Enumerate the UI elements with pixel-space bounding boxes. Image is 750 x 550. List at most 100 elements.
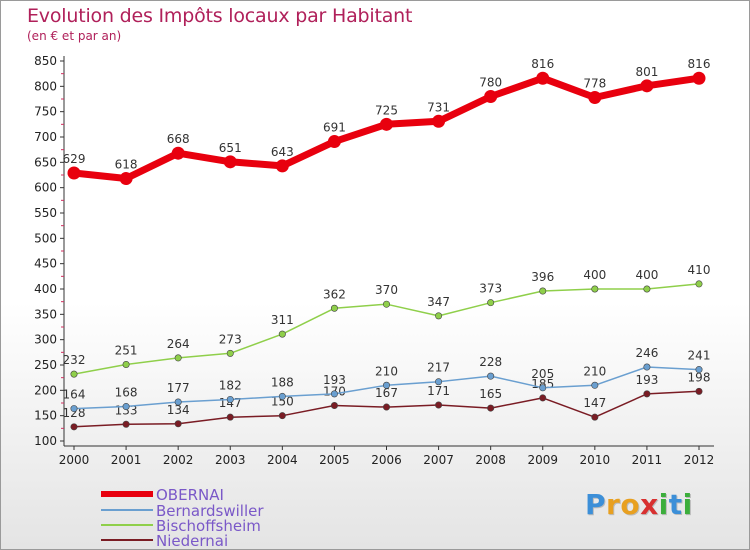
data-label-obernai: 725 <box>375 103 398 117</box>
data-point-bernardswiller <box>278 392 286 400</box>
data-point-bischoffsheim <box>382 300 390 308</box>
data-point-bischoffsheim <box>487 299 495 307</box>
logo-letter: i <box>682 488 693 521</box>
data-point-obernai <box>692 71 706 85</box>
y-tick-label: 350 <box>34 307 57 321</box>
data-point-obernai <box>536 71 550 85</box>
legend-label-bischoffsheim: Bischoffsheim <box>156 517 261 535</box>
logo-letter: r <box>606 488 621 521</box>
x-tick-label: 2001 <box>111 453 142 467</box>
data-label-obernai: 801 <box>635 65 658 79</box>
logo-letter: i <box>658 488 669 521</box>
data-point-bernardswiller <box>643 363 651 371</box>
legend-swatch-bischoffsheim <box>101 524 153 526</box>
data-label-obernai: 651 <box>219 141 242 155</box>
data-label-niedernai: 128 <box>63 406 86 420</box>
data-point-bernardswiller <box>435 378 443 386</box>
data-label-bischoffsheim: 273 <box>219 332 242 346</box>
data-label-bischoffsheim: 400 <box>583 268 606 282</box>
x-tick-label: 2005 <box>319 453 350 467</box>
data-label-bernardswiller: 193 <box>323 373 346 387</box>
data-point-niedernai <box>695 387 703 395</box>
x-tick-label: 2006 <box>371 453 402 467</box>
data-label-niedernai: 150 <box>271 395 294 409</box>
x-tick-label: 2003 <box>215 453 246 467</box>
y-tick-label: 850 <box>34 54 57 68</box>
data-point-niedernai <box>435 401 443 409</box>
data-label-obernai: 816 <box>688 57 711 71</box>
data-label-obernai: 780 <box>479 75 502 89</box>
data-label-obernai: 629 <box>63 152 86 166</box>
data-label-obernai: 643 <box>271 145 294 159</box>
data-label-bernardswiller: 241 <box>688 349 711 363</box>
data-point-bischoffsheim <box>122 360 130 368</box>
data-label-bernardswiller: 210 <box>375 364 398 378</box>
data-point-bischoffsheim <box>643 285 651 293</box>
data-point-obernai <box>275 159 289 173</box>
data-point-niedernai <box>70 423 78 431</box>
data-point-bischoffsheim <box>330 304 338 312</box>
x-tick-label: 2000 <box>59 453 90 467</box>
data-point-bernardswiller <box>695 366 703 374</box>
logo-letter: o <box>620 488 641 521</box>
data-point-bischoffsheim <box>591 285 599 293</box>
legend-swatch-obernai <box>101 491 153 497</box>
data-point-bischoffsheim <box>174 354 182 362</box>
data-point-obernai <box>171 146 185 160</box>
y-tick-label: 750 <box>34 105 57 119</box>
data-point-obernai <box>119 172 133 186</box>
data-point-obernai <box>380 117 393 131</box>
legend-label-bernardswiller: Bernardswiller <box>156 502 264 520</box>
x-tick-label: 2002 <box>163 453 194 467</box>
data-label-bernardswiller: 205 <box>531 367 554 381</box>
x-tick-label: 2012 <box>684 453 715 467</box>
data-point-obernai <box>327 135 341 149</box>
data-point-niedernai <box>382 403 390 411</box>
data-label-bischoffsheim: 347 <box>427 295 450 309</box>
data-point-bischoffsheim <box>435 312 443 320</box>
data-label-obernai: 778 <box>583 76 606 90</box>
y-tick-label: 200 <box>34 383 57 397</box>
proxiti-logo: Proxiti <box>585 488 693 521</box>
x-tick-label: 2007 <box>423 453 454 467</box>
y-tick-label: 150 <box>34 409 57 423</box>
data-label-bischoffsheim: 410 <box>688 263 711 277</box>
data-point-bernardswiller <box>122 403 130 411</box>
data-label-bernardswiller: 188 <box>271 375 294 389</box>
y-tick-label: 600 <box>34 181 57 195</box>
data-point-bischoffsheim <box>278 330 286 338</box>
y-tick-label: 100 <box>34 434 57 448</box>
data-point-bernardswiller <box>591 381 599 389</box>
chart-title: Evolution des Impôts locaux par Habitant <box>27 5 413 27</box>
data-point-niedernai <box>539 394 547 402</box>
data-label-bernardswiller: 217 <box>427 361 450 375</box>
data-label-bernardswiller: 182 <box>219 378 242 392</box>
legend-swatch-niedernai <box>101 539 153 541</box>
data-label-niedernai: 165 <box>479 387 502 401</box>
data-label-niedernai: 167 <box>375 386 398 400</box>
data-point-bernardswiller <box>487 372 495 380</box>
data-point-niedernai <box>487 404 495 412</box>
data-point-niedernai <box>122 420 130 428</box>
data-label-niedernai: 193 <box>635 373 658 387</box>
data-point-obernai <box>588 90 602 104</box>
legend-label-obernai: OBERNAI <box>156 486 224 504</box>
y-tick-label: 300 <box>34 333 57 347</box>
x-tick-label: 2011 <box>632 453 663 467</box>
data-point-bischoffsheim <box>70 370 78 378</box>
data-label-bernardswiller: 210 <box>583 364 606 378</box>
x-tick-label: 2010 <box>580 453 611 467</box>
data-label-bernardswiller: 228 <box>479 355 502 369</box>
data-point-bernardswiller <box>174 398 182 406</box>
data-label-bernardswiller: 177 <box>167 381 190 395</box>
data-point-bernardswiller <box>382 381 390 389</box>
data-point-obernai <box>67 166 81 180</box>
data-label-obernai: 816 <box>531 57 554 71</box>
data-label-bischoffsheim: 251 <box>115 343 138 357</box>
data-label-niedernai: 198 <box>688 370 711 384</box>
y-tick-label: 500 <box>34 231 57 245</box>
data-point-bernardswiller <box>330 390 338 398</box>
data-point-niedernai <box>278 412 286 420</box>
legend-swatch-bernardswiller <box>101 509 153 511</box>
